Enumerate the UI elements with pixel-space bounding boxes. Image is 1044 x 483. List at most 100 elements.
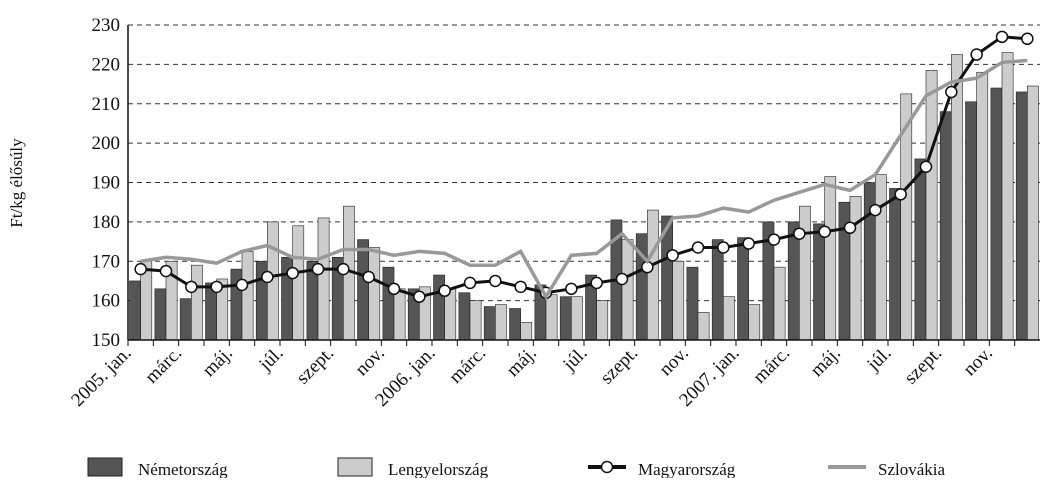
legend-swatch: [87, 457, 123, 477]
x-tick-label: 2005. jan.: [67, 343, 135, 411]
bar: [129, 280, 141, 341]
line: [140, 58, 1028, 301]
x-tick-label: nov.: [351, 343, 388, 380]
bar: [495, 304, 507, 341]
marker: [666, 249, 679, 262]
bar: [697, 312, 710, 341]
marker: [945, 85, 958, 99]
bar: [672, 260, 685, 341]
marker: [261, 270, 274, 284]
bar: [647, 209, 659, 341]
marker: [337, 262, 350, 276]
marker: [818, 225, 831, 238]
bar: [1001, 52, 1014, 341]
marker: [235, 278, 249, 292]
y-tick-label: 160: [92, 291, 121, 312]
marker: [311, 262, 325, 276]
marker: [742, 237, 755, 250]
bar: [520, 321, 533, 341]
marker: [159, 264, 173, 278]
legend-label: Németország: [138, 460, 228, 478]
bar: [317, 217, 330, 341]
y-tick-label: 200: [92, 133, 121, 154]
bar: [393, 288, 406, 341]
x-tick-label: máj.: [199, 343, 237, 381]
x-tick-label: júl.: [862, 343, 895, 376]
bar: [382, 266, 395, 341]
marker: [134, 262, 147, 276]
marker: [869, 203, 882, 217]
bar: [813, 223, 825, 341]
legend-swatch: [337, 457, 373, 477]
bar: [1027, 85, 1039, 341]
marker: [615, 272, 629, 286]
marker: [590, 276, 603, 290]
bar: [368, 247, 381, 341]
marker: [210, 280, 223, 294]
bar: [914, 158, 927, 341]
bar: [939, 111, 952, 341]
bar: [458, 292, 471, 341]
marker: [489, 274, 502, 288]
legend-label: Szlovákia: [878, 460, 945, 478]
bar: [824, 176, 837, 341]
y-tick-label: 190: [92, 173, 121, 194]
bar: [925, 69, 938, 341]
x-tick-label: nov.: [655, 343, 692, 380]
marker: [717, 241, 730, 254]
bar: [469, 300, 482, 341]
y-tick-label: 230: [92, 15, 121, 36]
marker: [463, 276, 477, 290]
marker: [691, 241, 705, 254]
legend-item: Szlovákia: [828, 460, 945, 479]
bar: [191, 264, 203, 341]
bar: [241, 251, 254, 341]
x-tick-label: szept.: [900, 343, 946, 389]
legend-marker: [600, 460, 614, 474]
x-tick-label: júl.: [254, 343, 287, 376]
x-tick-label: júl.: [558, 343, 591, 376]
bar: [748, 304, 761, 341]
marker: [387, 282, 401, 296]
bar: [849, 195, 862, 341]
bar: [559, 296, 572, 341]
y-tick-label: 220: [92, 54, 121, 75]
y-axis-label: Ft/kg élősúly: [7, 138, 26, 228]
bar: [179, 298, 192, 341]
marker: [894, 188, 907, 201]
bar: [976, 71, 989, 341]
bar: [875, 174, 887, 341]
bar: [357, 239, 369, 341]
legend-item: Németország: [87, 457, 228, 479]
bar: [596, 300, 609, 341]
legend-label: Magyarország: [638, 460, 736, 478]
marker: [843, 221, 857, 235]
marker: [1021, 32, 1034, 46]
bar: [483, 306, 496, 341]
marker: [565, 282, 578, 296]
x-tick-label: szept.: [596, 343, 642, 389]
marker: [286, 266, 299, 280]
bar: [545, 294, 558, 341]
y-tick-label: 180: [92, 212, 121, 233]
bar: [723, 296, 735, 341]
x-tick-label: nov.: [959, 343, 996, 380]
legend-item: Lengyelország: [337, 457, 489, 479]
marker: [995, 30, 1009, 44]
legend-item: Magyarország: [588, 460, 736, 479]
bar: [799, 205, 811, 341]
x-tick-label: máj.: [807, 343, 845, 381]
bar: [571, 296, 583, 341]
bar: [509, 308, 521, 341]
legend-label: Lengyelország: [388, 460, 489, 478]
bar: [1015, 91, 1028, 341]
bar: [711, 239, 724, 341]
bar: [292, 225, 305, 341]
y-tick-label: 150: [92, 330, 121, 351]
bar: [154, 288, 167, 341]
marker: [185, 280, 198, 294]
marker: [919, 160, 933, 173]
bar: [773, 266, 786, 341]
bar: [621, 239, 634, 341]
